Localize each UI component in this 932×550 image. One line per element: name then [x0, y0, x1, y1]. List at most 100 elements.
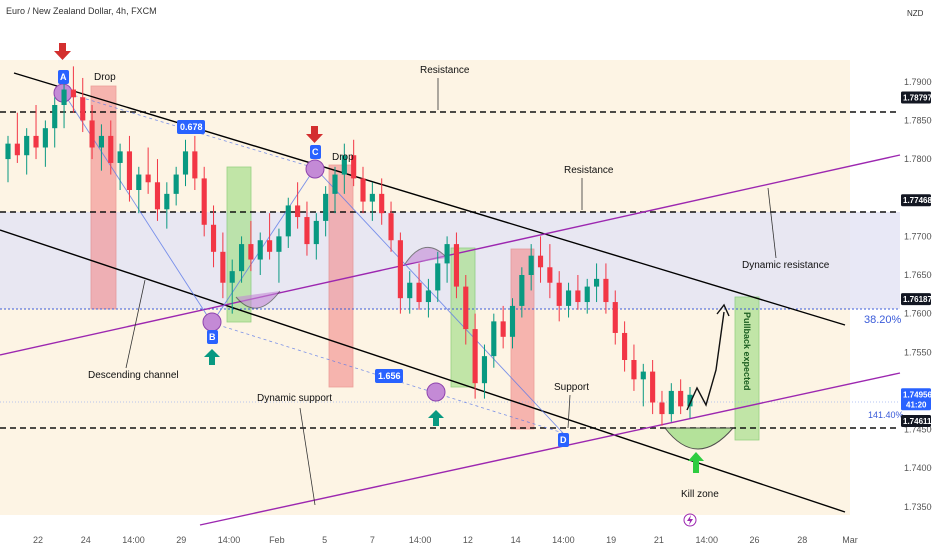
x-tick-label: 14:00 — [409, 535, 432, 545]
lightning-icon — [687, 515, 693, 525]
candle-body — [659, 402, 665, 415]
candle-body — [154, 182, 161, 210]
x-tick-label: 24 — [81, 535, 91, 545]
candle-body — [622, 332, 628, 360]
candle-body — [192, 151, 198, 179]
up-arrow-icon — [428, 410, 444, 426]
candle-body — [70, 89, 76, 98]
candle-body — [24, 135, 30, 156]
fib-38-label: 38.20% — [864, 314, 902, 326]
dynamic-resistance-line — [0, 154, 901, 356]
resistance-label-2: Resistance — [564, 165, 614, 176]
leader-dynamic-resistance — [767, 187, 777, 259]
candle-body — [276, 236, 282, 252]
retest-arc-1 — [235, 290, 281, 309]
dynamic-support-line — [199, 372, 901, 526]
x-tick-label: 19 — [606, 535, 616, 545]
leader-dynamic-support — [299, 407, 316, 506]
candle-body — [164, 193, 170, 210]
supply-zone — [0, 212, 900, 309]
candles — [5, 66, 693, 426]
candle-body — [136, 174, 142, 190]
currency-label: NZD — [907, 9, 924, 18]
x-tick-label: 14:00 — [552, 535, 575, 545]
candle-body — [182, 151, 189, 175]
y-axis: 1.79000 1.78500 1.78000 1.77000 1.76500 1.760… — [904, 77, 932, 512]
x-tick-label: Mar — [842, 535, 858, 545]
price-tag — [901, 414, 931, 427]
point-b-text: B — [209, 332, 216, 342]
candle-body — [444, 244, 450, 264]
candle-body — [42, 128, 48, 148]
candle-body — [528, 255, 534, 275]
candle-body — [267, 240, 273, 252]
x-tick-label: 26 — [749, 535, 759, 545]
event-icon-bg — [683, 513, 697, 527]
candle-body — [537, 255, 544, 268]
candle-body — [304, 217, 310, 245]
y-tick-label: 1.78000 — [904, 154, 932, 164]
ratio-badge-1-text: 0.678 — [180, 122, 203, 132]
y-tick-label: 1.73500 — [904, 502, 932, 512]
candle-body — [108, 135, 114, 163]
candle-body — [388, 213, 394, 241]
candle-body — [89, 120, 95, 148]
candle-body — [500, 321, 506, 337]
abcd-pattern-line — [62, 91, 564, 434]
point-c-badge — [310, 145, 321, 159]
candle-body — [341, 155, 347, 175]
x-tick-label: 5 — [322, 535, 327, 545]
down-arrow-icon — [306, 126, 323, 143]
candle-body — [201, 178, 207, 225]
candle-body — [360, 178, 366, 202]
candle-body — [453, 244, 460, 287]
green-zone-pullback — [734, 296, 760, 441]
current-price-tag — [901, 388, 931, 411]
ratio-badge-1 — [177, 120, 205, 134]
candle-body — [631, 360, 637, 380]
ratio-badge-2 — [375, 369, 403, 383]
down-arrow-icon — [54, 43, 71, 60]
drop-zone-1 — [90, 85, 117, 310]
candle-body — [5, 143, 11, 160]
y-tick-label: 1.79000 — [904, 77, 932, 87]
y-tick-label: 1.78500 — [904, 115, 932, 125]
candle-body — [248, 244, 254, 260]
candle-body — [556, 282, 562, 306]
x-tick-label: 14:00 — [122, 535, 145, 545]
candle-body — [416, 282, 422, 303]
candle-body — [210, 224, 217, 252]
candle-body — [98, 135, 104, 148]
candle-body — [220, 251, 226, 283]
candle-body — [61, 89, 67, 105]
leader-support — [567, 394, 571, 429]
price-tag-text: 1.77468 — [903, 196, 932, 205]
candle-body — [80, 97, 86, 121]
x-tick-label: 7 — [370, 535, 375, 545]
candle-body — [145, 174, 151, 183]
candle-body — [323, 193, 329, 221]
y-tick-label: 1.77000 — [904, 231, 932, 241]
candle-body — [481, 356, 488, 384]
candle-body — [285, 205, 291, 237]
candle-body — [594, 278, 600, 287]
pivot-circle-c — [305, 159, 325, 179]
x-tick-label: 29 — [176, 535, 186, 545]
candle-body — [257, 240, 263, 260]
y-tick-label: 1.74000 — [904, 463, 932, 473]
candle-body — [491, 321, 497, 357]
point-d-badge — [558, 433, 569, 447]
candle-body — [332, 174, 338, 194]
candle-body — [435, 263, 441, 291]
x-tick-label: 22 — [33, 535, 43, 545]
candle-body — [678, 390, 684, 407]
abcd-ac-line — [62, 91, 316, 169]
candle-body — [603, 278, 609, 303]
point-b-badge — [207, 330, 218, 344]
price-tag-text: 1.76187 — [903, 295, 932, 304]
drop-zone-2 — [328, 164, 354, 388]
pullback-label: Pullback expected — [742, 312, 752, 391]
